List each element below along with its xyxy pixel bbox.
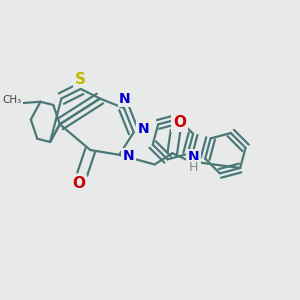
Text: O: O xyxy=(72,176,85,191)
Text: CH₃: CH₃ xyxy=(3,95,22,105)
Text: N: N xyxy=(138,122,149,136)
Text: H: H xyxy=(189,161,199,174)
Text: N: N xyxy=(122,149,134,164)
Text: S: S xyxy=(75,72,86,87)
Text: O: O xyxy=(173,115,186,130)
Text: N: N xyxy=(119,92,131,106)
Text: N: N xyxy=(188,150,200,164)
